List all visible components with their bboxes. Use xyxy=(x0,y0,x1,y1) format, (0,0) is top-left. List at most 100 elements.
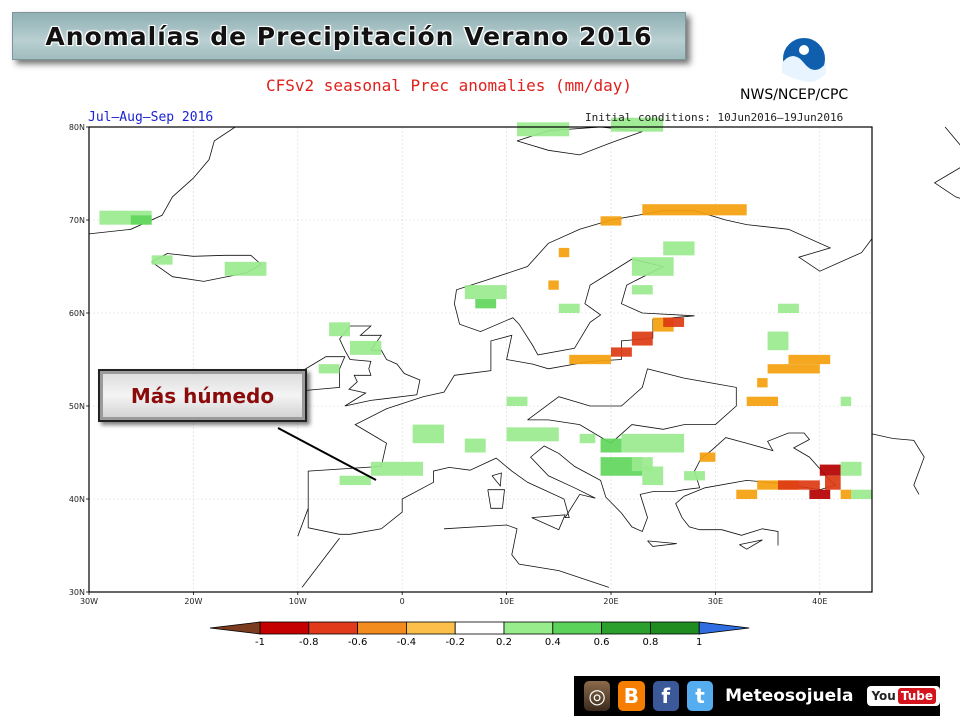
lat-tick-label: 50N xyxy=(69,402,85,411)
anomaly-cell xyxy=(778,480,820,490)
anomaly-cell xyxy=(767,331,789,351)
lon-tick-label: 20E xyxy=(603,597,618,606)
colorbar-label: -0.6 xyxy=(348,637,368,648)
youtube-icon[interactable]: You Tube xyxy=(867,686,940,706)
anomaly-cell xyxy=(757,378,768,388)
lat-tick-label: 70N xyxy=(69,216,85,225)
anomaly-cell xyxy=(767,364,820,374)
colorbar-low-arrow xyxy=(209,621,261,635)
initial-conditions-label: Initial conditions: 10Jun2016–19Jun2016 xyxy=(585,111,844,124)
coastline xyxy=(739,539,763,550)
anomaly-cell xyxy=(464,438,486,453)
anomaly-cell xyxy=(558,247,570,258)
coastline xyxy=(491,472,502,488)
anomaly-cell xyxy=(840,396,852,406)
colorbar-label: 0.8 xyxy=(642,637,658,648)
lon-tick-label: 0 xyxy=(400,597,405,606)
anomaly-cell xyxy=(809,489,831,499)
chart-subtitle: CFSv2 seasonal Prec anomalies (mm/day) xyxy=(266,76,633,95)
anomaly-cell xyxy=(548,280,559,290)
agency-label: NWS/NCEP/CPC xyxy=(740,87,849,103)
colorbar-segment xyxy=(601,621,651,635)
coastline xyxy=(527,368,737,444)
anomaly-cell xyxy=(611,117,664,132)
lat-tick-label: 30N xyxy=(69,588,85,597)
anomaly-cell xyxy=(788,354,831,365)
lon-tick-label: 20W xyxy=(184,597,202,606)
title-banner: Anomalías de Precipitación Verano 2016 xyxy=(12,12,686,60)
anomaly-cell xyxy=(611,347,632,357)
anomaly-cell xyxy=(840,461,862,476)
colorbar-segment xyxy=(405,621,456,635)
coastline xyxy=(151,253,262,282)
annotation-arrow xyxy=(277,427,377,481)
coastline xyxy=(339,325,421,407)
anomaly-cell xyxy=(569,354,611,365)
lon-tick-label: 10E xyxy=(499,597,514,606)
anomaly-cell xyxy=(663,317,685,327)
anomaly-cell xyxy=(684,471,705,481)
anomaly-cell xyxy=(339,475,371,486)
colorbar-label: -0.2 xyxy=(445,637,465,648)
youtube-icon-tube: Tube xyxy=(897,688,936,704)
page-title: Anomalías de Precipitación Verano 2016 xyxy=(45,21,653,51)
coastline xyxy=(88,126,236,235)
colorbar-segment xyxy=(357,621,407,635)
anomaly-cell xyxy=(631,257,674,276)
anomaly-cell xyxy=(600,216,622,226)
anomaly-cell xyxy=(224,261,267,276)
anomaly-cell xyxy=(370,461,424,476)
anomaly-cell xyxy=(318,364,340,374)
colorbar-label: 0.4 xyxy=(545,637,561,648)
coastline xyxy=(647,540,677,547)
colorbar-label: 0.2 xyxy=(496,637,512,648)
anomaly-cell xyxy=(631,285,653,295)
anomaly-cell xyxy=(475,299,497,309)
anomaly-cell xyxy=(851,489,872,499)
colorbar-segment xyxy=(259,621,310,635)
anomaly-cell xyxy=(840,489,852,499)
colorbar-label: 0.6 xyxy=(594,637,610,648)
coastline xyxy=(871,433,925,495)
blogger-icon[interactable]: B xyxy=(618,681,645,711)
colorbar-label: -1 xyxy=(255,637,265,648)
coastline xyxy=(307,432,837,546)
anomaly-cell xyxy=(517,122,570,137)
anomaly-cell xyxy=(350,340,382,355)
lat-tick-label: 40N xyxy=(69,495,85,504)
lat-tick-label: 80N xyxy=(69,123,85,132)
anomaly-cell xyxy=(825,475,841,490)
colorbar-label: -0.4 xyxy=(397,637,417,648)
twitter-icon[interactable]: t xyxy=(686,681,714,711)
anomaly-cell xyxy=(699,452,716,462)
facebook-icon[interactable]: f xyxy=(652,681,679,711)
colorbar-segment xyxy=(503,621,554,635)
anomaly-cell xyxy=(819,464,841,476)
colorbar-segment xyxy=(552,621,602,635)
instagram-icon[interactable]: ◎ xyxy=(584,681,611,711)
anomaly-cell xyxy=(631,331,653,346)
lon-tick-label: 30W xyxy=(80,597,98,606)
social-footer: ◎ B f t Meteosojuela You Tube xyxy=(574,676,940,716)
anomaly-cell xyxy=(642,466,664,486)
colorbar-segment xyxy=(308,621,358,635)
map-frame xyxy=(88,126,873,593)
lon-tick-label: 10W xyxy=(289,597,307,606)
coastline xyxy=(933,126,960,199)
anomaly-cell xyxy=(778,303,799,313)
annotation-label: Más húmedo xyxy=(130,383,275,408)
colorbar-segment xyxy=(454,621,505,635)
anomaly-cell xyxy=(506,396,528,406)
youtube-icon-you: You xyxy=(871,689,896,703)
brand-name[interactable]: Meteosojuela xyxy=(725,686,854,706)
anomaly-cell xyxy=(151,255,173,265)
anomaly-cell xyxy=(663,241,695,256)
lon-tick-label: 30E xyxy=(708,597,723,606)
noaa-logo-icon xyxy=(773,35,835,89)
anomaly-cell xyxy=(579,433,596,444)
coastline xyxy=(487,489,505,509)
coastline xyxy=(531,514,566,531)
colorbar-label: 1 xyxy=(696,637,702,648)
lon-tick-label: 40E xyxy=(812,597,827,606)
